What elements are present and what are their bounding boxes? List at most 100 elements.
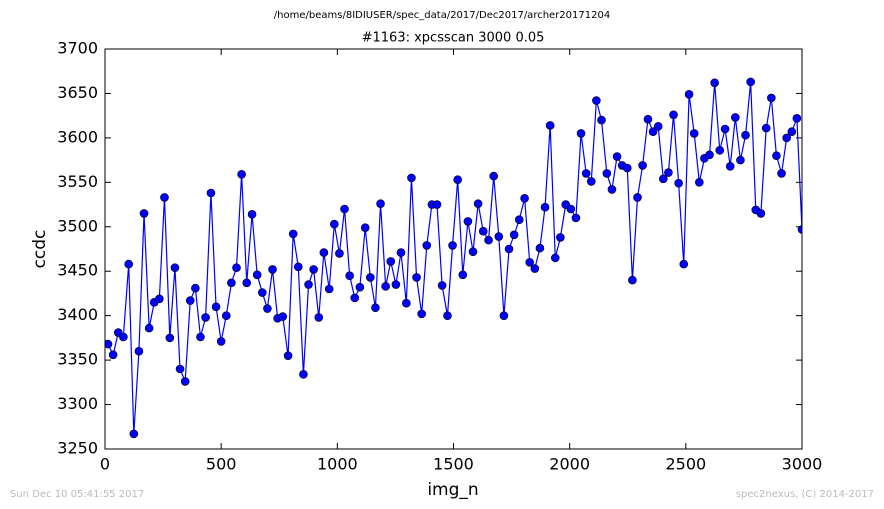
data-point [350, 293, 360, 303]
data-point [746, 77, 755, 87]
data-point [458, 270, 468, 280]
suptitle: /home/beams/8IDIUSER/spec_data/2017/Dec2… [274, 10, 610, 21]
footer-left: Sun Dec 10 05:41:55 2017 [10, 489, 144, 500]
data-point [252, 270, 262, 280]
data-point [386, 257, 396, 266]
data-point [268, 265, 277, 274]
data-point [432, 200, 442, 209]
data-point [756, 209, 766, 218]
data-point [602, 169, 612, 178]
data-point [288, 229, 298, 239]
series-line [107, 81, 802, 434]
y-tick-label: 3300 [57, 394, 98, 413]
data-point [412, 273, 421, 282]
data-point [407, 173, 416, 183]
y-tick-label: 3350 [57, 350, 98, 369]
data-point [484, 235, 493, 245]
data-point [417, 309, 426, 319]
data-point [530, 264, 540, 273]
data-point [792, 114, 802, 123]
data-point [232, 263, 241, 272]
data-point [278, 312, 288, 321]
y-tick-label: 3600 [57, 127, 98, 146]
x-tick-label: 2500 [665, 455, 706, 474]
data-point [540, 202, 550, 212]
data-point [216, 337, 226, 346]
data-point [628, 275, 637, 285]
data-point [643, 114, 653, 124]
data-point [653, 122, 663, 131]
data-point [633, 193, 642, 202]
data-point [247, 210, 257, 219]
data-point [586, 177, 596, 186]
data-point [550, 253, 560, 263]
plot-frame [104, 48, 803, 450]
data-point [324, 284, 334, 294]
data-point [170, 263, 180, 272]
x-tick-label: 500 [206, 455, 237, 474]
data-point [237, 170, 246, 179]
data-point [705, 150, 714, 160]
data-point [330, 219, 339, 229]
data-point [695, 178, 704, 187]
data-point [422, 241, 432, 250]
data-point [473, 199, 483, 208]
y-tick-label: 3700 [57, 39, 98, 58]
data-point [366, 273, 375, 282]
data-point [206, 188, 216, 198]
data-point [731, 113, 740, 122]
data-point [767, 93, 776, 103]
data-point [525, 258, 535, 267]
data-point [139, 209, 149, 218]
data-point [638, 161, 647, 170]
x-tick-label: 3000 [782, 455, 823, 474]
data-point [371, 303, 380, 312]
data-point [463, 217, 473, 226]
data-point [736, 155, 745, 165]
data-point [658, 174, 668, 184]
data-point [772, 151, 781, 160]
data-point [129, 429, 139, 439]
data-point [622, 163, 632, 173]
y-tick-label: 3450 [57, 261, 98, 280]
data-point [674, 178, 683, 188]
data-point [108, 350, 118, 360]
data-point [376, 199, 385, 208]
data-point [134, 346, 144, 356]
data-point [494, 232, 504, 241]
x-axis-label: img_n [427, 480, 478, 500]
data-point [684, 90, 694, 99]
data-point [489, 171, 498, 181]
data-point [180, 377, 190, 386]
data-point [396, 248, 406, 257]
data-point [741, 130, 750, 140]
data-point [437, 281, 447, 290]
data-point [535, 243, 545, 253]
y-tick-label: 3250 [57, 439, 98, 458]
data-point [242, 278, 252, 288]
data-point [720, 124, 730, 134]
data-point [509, 230, 519, 240]
data-point [777, 169, 786, 178]
data-point [319, 248, 329, 257]
data-point [566, 204, 576, 214]
data-point [664, 168, 673, 177]
data-point [257, 288, 267, 297]
data-point [185, 296, 195, 305]
data-point [335, 249, 344, 258]
y-tick-label: 3400 [57, 305, 98, 324]
data-point [761, 123, 771, 133]
data-point [576, 129, 586, 138]
data-point [468, 247, 478, 256]
x-tick-label: 2000 [549, 455, 590, 474]
data-point [196, 332, 205, 342]
data-point [725, 162, 735, 171]
data-point [211, 302, 221, 312]
data-point [715, 146, 725, 155]
y-tick-label: 3550 [57, 172, 98, 191]
y-axis-label: ccdc [30, 230, 50, 269]
data-point [689, 129, 699, 138]
x-tick-label: 1500 [433, 455, 474, 474]
data-point [571, 213, 581, 223]
